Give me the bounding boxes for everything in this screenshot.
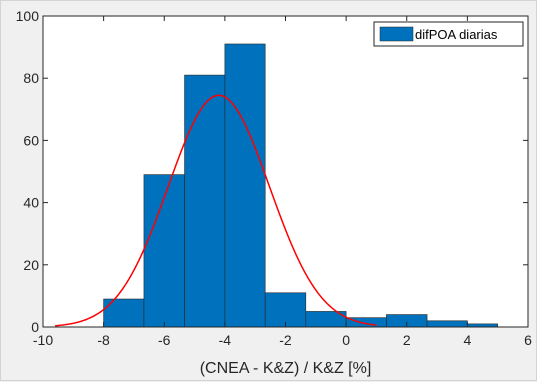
histogram-bars bbox=[103, 43, 498, 328]
y-tick-label: 80 bbox=[23, 70, 39, 86]
x-tick-label: 4 bbox=[463, 332, 471, 348]
histogram-bar-2 bbox=[143, 174, 185, 328]
y-tick-label: 40 bbox=[23, 195, 39, 211]
legend-swatch bbox=[379, 26, 414, 42]
legend: difPOA diarias bbox=[373, 21, 524, 47]
x-tick-label: -8 bbox=[97, 332, 110, 348]
x-tick-label: -6 bbox=[158, 332, 171, 348]
x-tick-label: 2 bbox=[403, 332, 411, 348]
histogram-bar-3 bbox=[184, 74, 226, 328]
fit-curve bbox=[55, 94, 377, 327]
histogram-bar-9 bbox=[426, 320, 468, 328]
y-tick-label: 60 bbox=[23, 132, 39, 148]
x-axis-ticks: -10 -8 -6 -4 -2 0 2 4 6 bbox=[33, 16, 532, 348]
histogram-bar-4 bbox=[224, 43, 266, 328]
x-tick-label: 6 bbox=[524, 332, 532, 348]
plot-area bbox=[43, 16, 528, 327]
y-axis-ticks: 0 20 40 60 80 100 bbox=[16, 8, 528, 335]
x-tick-label: 0 bbox=[342, 332, 350, 348]
x-tick-label: -4 bbox=[219, 332, 232, 348]
legend-label: difPOA diarias bbox=[415, 27, 498, 42]
x-axis-title: (CNEA - K&Z) / K&Z [%] bbox=[200, 360, 372, 377]
x-tick-label: -10 bbox=[33, 332, 53, 348]
y-tick-label: 0 bbox=[31, 319, 39, 335]
y-tick-label: 100 bbox=[16, 8, 40, 24]
x-tick-label: -2 bbox=[279, 332, 292, 348]
y-tick-label: 20 bbox=[23, 257, 39, 273]
histogram-bar-5 bbox=[264, 292, 307, 328]
histogram-bar-1 bbox=[103, 298, 145, 328]
